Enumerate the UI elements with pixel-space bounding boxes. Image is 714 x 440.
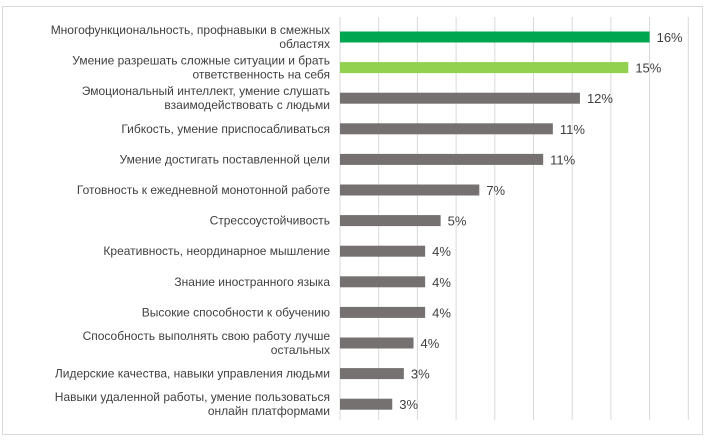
bar	[340, 153, 544, 165]
chart-frame	[2, 6, 703, 435]
data-label: 12%	[587, 91, 613, 106]
category-label: Умение достигать поставленной цели	[120, 152, 331, 166]
data-label: 7%	[486, 183, 505, 198]
category-label: Эмоциональный интеллект, умение слушать	[82, 84, 330, 98]
data-label: 15%	[635, 61, 661, 76]
category-label: Стрессоустойчивость	[210, 214, 330, 228]
data-label: 4%	[432, 305, 451, 320]
category-label: Многофункциональность, профнавыки в смеж…	[51, 23, 330, 37]
bar	[340, 62, 629, 74]
bar	[340, 92, 580, 104]
category-label: Готовность к ежедневной монотонной работ…	[77, 183, 330, 197]
category-label: взаимодействовать с людьми	[164, 98, 330, 112]
data-label: 3%	[411, 367, 430, 382]
category-label: Высокие способности к обучению	[142, 305, 330, 319]
bar	[340, 245, 426, 257]
bar	[340, 398, 393, 410]
category-label: Гибкость, умение приспосабливаться	[121, 122, 330, 136]
data-label: 4%	[432, 275, 451, 290]
bar	[340, 184, 480, 196]
bar	[340, 337, 414, 349]
category-label: Лидерские качества, навыки управления лю…	[55, 367, 330, 381]
bar	[340, 31, 650, 43]
category-label: ответственность на себя	[193, 68, 330, 82]
category-label: Способность выполнять свою работу лучше	[83, 329, 331, 343]
data-label: 5%	[448, 214, 467, 229]
data-label: 16%	[657, 30, 683, 45]
data-label: 4%	[421, 336, 440, 351]
category-label: онлайн платформами	[208, 404, 330, 418]
category-label: остальных	[271, 343, 330, 357]
category-label: Умение разрешать сложные ситуации и брат…	[72, 54, 330, 68]
data-label: 11%	[560, 122, 585, 137]
bar	[340, 215, 441, 227]
category-label: областях	[279, 37, 330, 51]
bar	[340, 306, 426, 318]
data-label: 11%	[550, 152, 575, 167]
data-label: 3%	[399, 397, 418, 412]
bar	[340, 123, 553, 135]
category-label: Навыки удаленной работы, умение пользова…	[55, 390, 330, 404]
bar	[340, 276, 426, 288]
category-label: Креативность, неординарное мышление	[103, 244, 330, 258]
bar	[340, 368, 404, 380]
category-label: Знание иностранного языка	[174, 275, 330, 289]
data-label: 4%	[432, 244, 451, 259]
